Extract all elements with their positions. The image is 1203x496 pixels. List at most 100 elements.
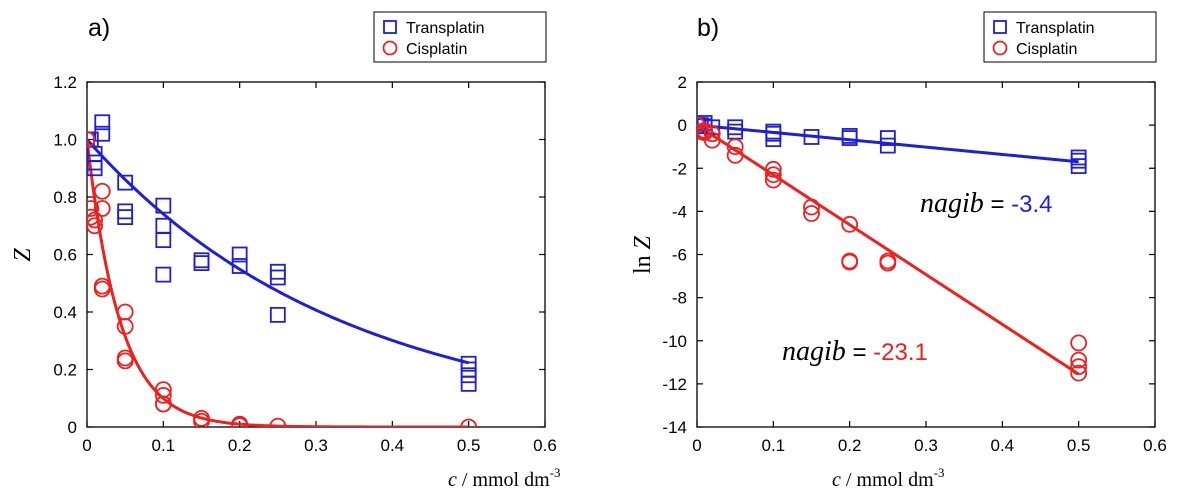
legend-label: Transplatin (406, 20, 485, 37)
cisplatin-point (116, 317, 134, 335)
cisplatin-point (154, 395, 172, 413)
plot-area (697, 115, 1088, 382)
transplatin-point (803, 129, 820, 145)
transplatin-point (727, 123, 744, 140)
transplatin-point (460, 375, 477, 392)
cisplatin-point (87, 217, 104, 235)
cisplatin-point (703, 125, 721, 143)
x-tick-label: 0.4 (991, 436, 1015, 455)
x-tick-label: 0.1 (152, 436, 176, 455)
plot-area (87, 114, 478, 427)
transplatin-point (841, 130, 858, 146)
y-tick-label: 2 (678, 73, 687, 92)
cisplatin-point (269, 417, 287, 427)
transplatin-point (1070, 158, 1087, 174)
slope-annotation: nagib = -3.4 (920, 188, 1053, 219)
cisplatin-fit-line (697, 123, 1080, 376)
legend-circle-icon (382, 40, 398, 56)
y-tick-label: -8 (672, 289, 687, 308)
x-tick-label: 0.2 (838, 436, 862, 455)
panel-label: a) (88, 14, 110, 42)
legend-square-icon (993, 20, 1007, 34)
transplatin-point (460, 367, 477, 384)
transplatin-point (231, 246, 248, 263)
panel-label: b) (697, 14, 719, 42)
cisplatin-point (93, 200, 111, 217)
x-tick-label: 0.3 (304, 436, 328, 455)
y-tick-label: 0.4 (53, 303, 77, 322)
x-tick-label: 0 (692, 436, 701, 455)
y-axis-label: ln Z (630, 235, 656, 274)
y-tick-label: -2 (672, 159, 687, 178)
cisplatin-point (764, 166, 782, 184)
cisplatin-point (116, 303, 134, 321)
transplatin-point (155, 266, 172, 283)
x-tick-label: 0.6 (533, 436, 557, 455)
transplatin-point (94, 114, 111, 131)
transplatin-point (879, 137, 896, 154)
y-tick-label: -12 (662, 375, 687, 394)
cisplatin-point (231, 417, 249, 427)
x-tick-label: 0.4 (381, 436, 405, 455)
panel-a-chart: 0 0.1 0.2 0.3 0.4 0.5 0.6 0 0.2 0.4 0.6 0.8 1.0 1.2 a)… (10, 11, 561, 491)
panel-b-chart: 0 0.1 0.2 0.3 0.4 0.5 0.6 -14 -12 -10 -8 -6 -4 -2 0 2 b)… (630, 11, 1167, 491)
cisplatin-point (87, 131, 96, 148)
cisplatin-point (726, 138, 744, 156)
transplatin-point (94, 125, 111, 142)
cisplatin-point (1070, 351, 1088, 369)
transplatin-point (269, 306, 286, 323)
transplatin-point (269, 263, 286, 280)
legend-circle-icon (992, 40, 1008, 56)
cisplatin-point (460, 418, 478, 427)
cisplatin-point (193, 412, 210, 427)
y-tick-label: 0 (678, 116, 687, 135)
transplatin-point (87, 160, 103, 177)
y-tick-label: 1.2 (53, 73, 77, 92)
cisplatin-point (93, 280, 111, 298)
cisplatin-fit-line (87, 139, 469, 427)
legend-label: Cisplatin (406, 41, 467, 58)
x-axis-label: c / mmol dm-3 (448, 465, 561, 491)
y-tick-label: 1.0 (53, 131, 77, 150)
legend-box (983, 11, 1157, 63)
x-tick-label: 0 (82, 436, 91, 455)
x-tick-label: 0.5 (457, 436, 481, 455)
cisplatin-point (87, 208, 100, 226)
cisplatin-point (93, 182, 111, 200)
cisplatin-point (154, 386, 172, 404)
x-tick-label: 0.1 (762, 436, 786, 455)
cisplatin-point (879, 254, 897, 272)
cisplatin-point (841, 253, 859, 271)
y-tick-label: -10 (662, 332, 687, 351)
transplatin-point (460, 361, 477, 378)
cisplatin-point (1070, 358, 1088, 376)
transplatin-point (155, 232, 172, 249)
cisplatin-point (726, 146, 744, 164)
y-tick-label: 0.6 (53, 246, 77, 265)
y-tick-label: -6 (672, 246, 687, 265)
transplatin-point (193, 255, 210, 272)
y-tick-label: 0.8 (53, 188, 77, 207)
x-tick-label: 0.3 (914, 436, 938, 455)
x-axis-label: c / mmol dm-3 (832, 465, 945, 491)
x-tick-label: 0.6 (1143, 436, 1167, 455)
legend-square-icon (383, 20, 397, 34)
slope-annotation: nagib = -23.1 (782, 336, 928, 367)
transplatin-point (117, 174, 134, 191)
cisplatin-point (87, 200, 100, 217)
x-tick-label: 0.5 (1067, 436, 1091, 455)
cisplatin-point (703, 131, 721, 149)
cisplatin-point (1070, 334, 1088, 352)
legend-label: Cisplatin (1016, 41, 1077, 58)
y-tick-label: -4 (672, 202, 687, 221)
cisplatin-point (1070, 364, 1088, 382)
transplatin-point (117, 203, 134, 220)
transplatin-point (765, 131, 782, 148)
transplatin-point (155, 197, 172, 214)
transplatin-fit-line (697, 123, 1079, 164)
cisplatin-point (803, 198, 820, 216)
cisplatin-point (841, 215, 859, 233)
cisplatin-point (764, 160, 782, 178)
y-tick-label: -14 (662, 418, 687, 437)
